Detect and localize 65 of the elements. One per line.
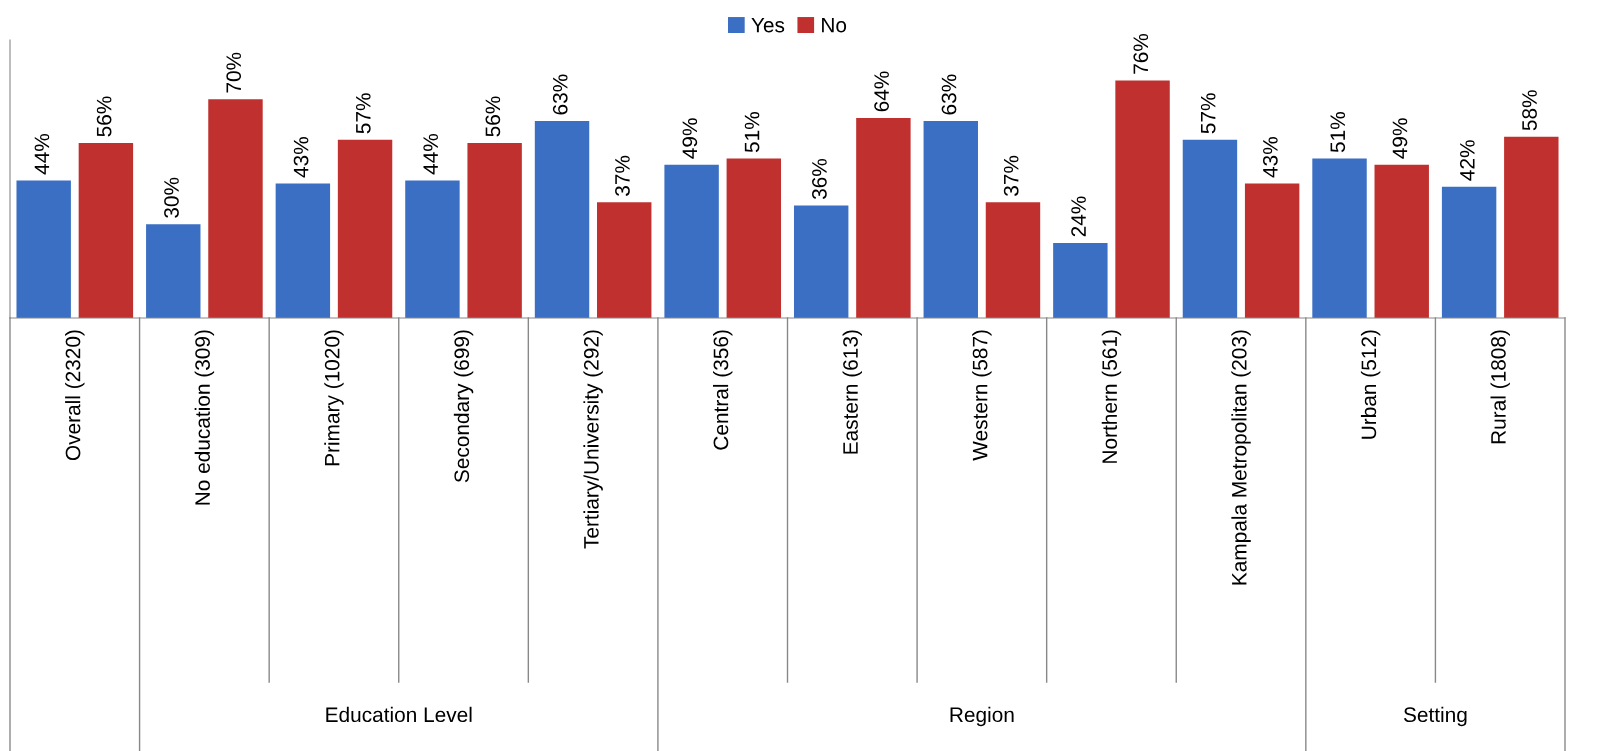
legend-label: Yes [751, 17, 785, 33]
data-label: 70% [226, 52, 242, 93]
bar [1374, 164, 1429, 318]
data-label: 30% [164, 177, 179, 218]
data-label: 49% [682, 118, 698, 159]
bar [726, 158, 782, 318]
data-label: 56% [485, 96, 501, 137]
bar [405, 180, 460, 318]
bar [208, 99, 263, 318]
data-label: 58% [1522, 90, 1537, 131]
data-label: 51% [744, 112, 760, 153]
data-label: 43% [293, 137, 309, 178]
x-tick-label: Tertiary/University (292) [583, 330, 603, 549]
bar [985, 202, 1041, 318]
bar [337, 139, 393, 318]
bar [16, 180, 71, 318]
data-label: 63% [941, 74, 957, 115]
data-label: 64% [874, 71, 889, 112]
bar [1441, 186, 1497, 318]
x-tick-label: Eastern (613) [842, 330, 862, 454]
data-label: 76% [1133, 33, 1149, 74]
bar [1115, 80, 1170, 318]
x-tick-label: Northern (561) [1101, 330, 1122, 463]
x-tick-label: Western (587) [972, 330, 992, 461]
legend-label: No [822, 17, 847, 33]
data-label: 44% [423, 133, 438, 175]
bar [664, 164, 719, 318]
text: Education Level [326, 706, 472, 723]
data-label: 57% [1200, 93, 1216, 134]
bar [856, 117, 911, 318]
bar [1504, 136, 1559, 318]
data-label: 42% [1459, 140, 1475, 181]
x-tick-label: Kampala Metropolitan (203) [1231, 330, 1251, 585]
bar [793, 205, 849, 318]
x-tick-label: Urban (512) [1360, 330, 1381, 439]
x-tick-label: Rural (1808) [1490, 330, 1510, 444]
data-label: 37% [615, 155, 630, 196]
bar [534, 121, 590, 318]
bar [275, 183, 331, 318]
bar [1244, 183, 1300, 318]
x-tick-label: Central (356) [713, 330, 733, 450]
x-tick-label: Secondary (699) [453, 330, 474, 483]
data-label: 57% [355, 93, 371, 134]
text: Setting [1403, 706, 1467, 727]
data-label: 63% [552, 74, 568, 115]
bar [146, 224, 201, 318]
text: Region [950, 706, 1014, 727]
bar [467, 142, 522, 318]
data-label: 43% [1262, 137, 1278, 178]
data-label: 56% [96, 96, 112, 137]
bar [923, 121, 978, 318]
x-tick-label: Overall (2320) [65, 330, 85, 461]
data-label: 36% [812, 158, 827, 200]
x-tick-label: Primary (1020) [324, 330, 344, 466]
bar [1053, 242, 1108, 318]
data-label: 51% [1330, 112, 1346, 153]
data-label: 24% [1071, 196, 1086, 237]
data-label: 44% [34, 133, 50, 175]
x-tick-label: No education (309) [194, 330, 215, 505]
data-label: 49% [1392, 118, 1408, 159]
bar [597, 202, 652, 318]
data-label: 37% [1003, 155, 1019, 196]
bar [78, 142, 134, 318]
bar [1182, 139, 1238, 318]
bar [1312, 158, 1367, 318]
